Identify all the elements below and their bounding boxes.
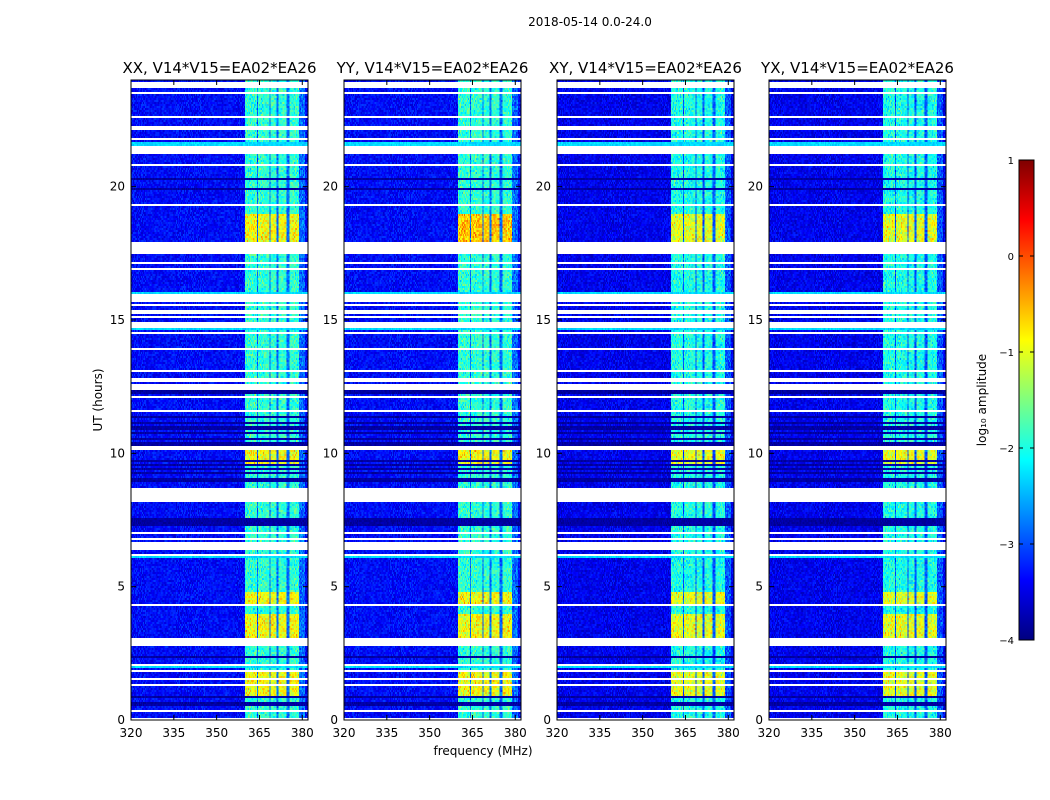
colorbar-tick-label: −3: [999, 540, 1014, 551]
panel-title: XX, V14*V15=EA02*EA26: [122, 59, 316, 77]
panel-yx: YX, V14*V15=EA02*EA26 320 335 350 365 380 0 5 10…: [748, 59, 954, 740]
x-tick-label: 380: [291, 726, 314, 740]
panel-frame: [130, 79, 309, 721]
y-tick-label: 10: [748, 446, 763, 460]
colorbar-tick-label: −2: [999, 444, 1014, 455]
x-tick-label: 350: [631, 726, 654, 740]
x-tick-label: 380: [929, 726, 952, 740]
y-tick-label: 10: [536, 446, 551, 460]
y-tick-label: 0: [330, 713, 338, 727]
panel-title: YX, V14*V15=EA02*EA26: [760, 59, 954, 77]
colorbar-tick-label: −4: [999, 636, 1014, 647]
x-tick-label: 335: [588, 726, 611, 740]
y-tick-label: 20: [110, 180, 125, 194]
colorbar: 1 0 −1 −2 −3 −4 log₁₀ amplitude: [975, 156, 1035, 647]
colorbar-tick-label: 0: [1008, 252, 1014, 263]
x-tick-label: 350: [205, 726, 228, 740]
x-tick-label: 320: [120, 726, 143, 740]
x-tick-label: 365: [248, 726, 271, 740]
y-tick-label: 15: [110, 313, 125, 327]
x-tick-label: 320: [758, 726, 781, 740]
panel-yy: YY, V14*V15=EA02*EA26 320 335 350 365 380 0 5 10…: [323, 59, 529, 740]
heatmap-yy: [344, 80, 521, 720]
heatmap-yx: [769, 80, 946, 720]
y-tick-label: 20: [536, 180, 551, 194]
panel-xy: XY, V14*V15=EA02*EA26 320 335 350 365 380 0 5 10…: [536, 59, 742, 740]
y-tick-label: 10: [323, 446, 338, 460]
x-tick-label: 350: [418, 726, 441, 740]
x-tick-label: 365: [674, 726, 697, 740]
y-tick-label: 15: [323, 313, 338, 327]
panel-frame: [768, 79, 947, 721]
x-tick-label: 320: [546, 726, 569, 740]
y-tick-label: 15: [748, 313, 763, 327]
panel-title: XY, V14*V15=EA02*EA26: [549, 59, 742, 77]
colorbar-gradient: [1018, 159, 1035, 641]
colorbar-tick-label: −1: [999, 348, 1014, 359]
x-tick-label: 365: [461, 726, 484, 740]
y-tick-label: 0: [755, 713, 763, 727]
panels: XX, V14*V15=EA02*EA26 320 335 350 365 380 0 5 10…: [110, 59, 954, 740]
colorbar-label: log₁₀ amplitude: [975, 354, 989, 446]
x-tick-label: 335: [162, 726, 185, 740]
panel-xx: XX, V14*V15=EA02*EA26 320 335 350 365 380 0 5 10…: [110, 59, 317, 740]
figure-suptitle: 2018-05-14 0.0-24.0: [528, 15, 652, 29]
y-tick-label: 5: [330, 580, 338, 594]
y-axis-label: UT (hours): [91, 368, 105, 431]
heatmap-xx: [131, 80, 308, 720]
y-tick-label: 20: [748, 180, 763, 194]
x-tick-label: 365: [886, 726, 909, 740]
y-tick-label: 15: [536, 313, 551, 327]
x-tick-label: 380: [717, 726, 740, 740]
y-tick-label: 5: [117, 580, 125, 594]
x-axis-label: frequency (MHz): [433, 744, 532, 758]
y-tick-label: 5: [543, 580, 551, 594]
y-tick-label: 0: [117, 713, 125, 727]
y-tick-label: 0: [543, 713, 551, 727]
colorbar-tick-label: 1: [1008, 156, 1014, 167]
x-tick-label: 350: [843, 726, 866, 740]
y-tick-label: 10: [110, 446, 125, 460]
panel-frame: [556, 79, 735, 721]
panel-title: YY, V14*V15=EA02*EA26: [336, 59, 529, 77]
y-tick-label: 5: [755, 580, 763, 594]
panel-frame: [343, 79, 522, 721]
x-tick-label: 380: [504, 726, 527, 740]
x-tick-label: 335: [800, 726, 823, 740]
x-tick-label: 335: [375, 726, 398, 740]
heatmap-xy: [557, 80, 734, 720]
x-tick-label: 320: [333, 726, 356, 740]
y-tick-label: 20: [323, 180, 338, 194]
